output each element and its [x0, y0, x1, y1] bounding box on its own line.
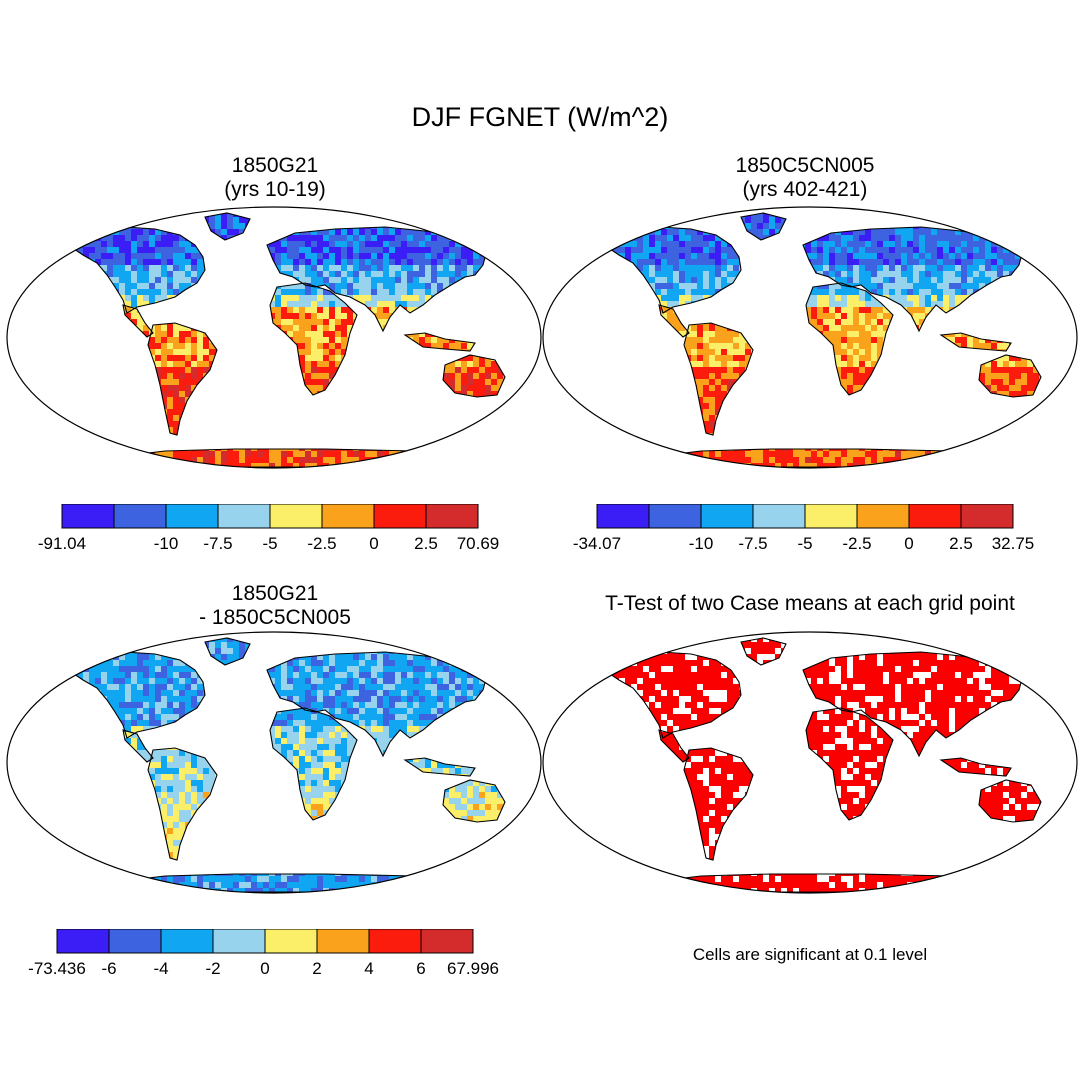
coastline-australia: [978, 354, 1042, 398]
colorbar-box: [960, 504, 1014, 529]
coastline-south-america: [683, 747, 754, 861]
panel1-map: [6, 206, 542, 469]
colorbar-label: 67.996: [447, 959, 499, 978]
colorbar-box: [368, 929, 422, 954]
colorbar-label: -4: [153, 959, 168, 978]
coastline-australia: [442, 779, 506, 823]
panel2-title-line1: 1850C5CN005: [735, 154, 875, 177]
colorbar-box: [212, 929, 266, 954]
coastline-indonesia: [403, 332, 476, 352]
colorbar-box: [316, 929, 370, 954]
colorbar-label: -10: [689, 534, 714, 553]
coastline-africa: [269, 707, 358, 821]
colorbar-label: -91.04: [38, 534, 86, 553]
panel2-map: [542, 206, 1078, 469]
colorbar-label: 4: [364, 959, 373, 978]
panel4-map: [542, 631, 1078, 894]
colorbar-label: 0: [904, 534, 913, 553]
colorbar-label: 6: [416, 959, 425, 978]
colorbar-label: 0: [369, 534, 378, 553]
colorbar-box: [108, 929, 162, 954]
map-border: [6, 206, 542, 469]
colorbar-label: 0: [260, 959, 269, 978]
colorbar-label: -10: [154, 534, 179, 553]
colorbar-box: [648, 504, 702, 529]
panel1-title-line1: 1850G21: [231, 154, 319, 177]
panel3-title-line2: - 1850C5CN005: [199, 606, 351, 629]
colorbar-label: -2.5: [842, 534, 871, 553]
colorbar-box: [804, 504, 858, 529]
panel3-map: [6, 631, 542, 894]
colorbar-box: [264, 929, 318, 954]
colorbar-box: [700, 504, 754, 529]
coastline-south-america: [147, 322, 218, 436]
colorbar-box: [160, 929, 214, 954]
colorbar-box: [908, 504, 962, 529]
colorbar-box: [752, 504, 806, 529]
colorbar-box: [321, 504, 375, 529]
colorbar-label: 2: [312, 959, 321, 978]
coastline-north-america: [63, 651, 206, 739]
coastline-greenland: [204, 212, 251, 241]
map-border: [542, 631, 1078, 894]
panel2-title: 1850C5CN005 (yrs 402-421): [690, 154, 920, 202]
colorbar-label: -2: [205, 959, 220, 978]
colorbar-box: [425, 504, 479, 529]
coastline-africa: [805, 282, 894, 396]
panel3-title: 1850G21 - 1850C5CN005: [150, 582, 400, 630]
colorbar-box: [856, 504, 910, 529]
panel2-title-line2: (yrs 402-421): [742, 178, 868, 201]
colorbar-box: [113, 504, 167, 529]
colorbar-label: -7.5: [738, 534, 767, 553]
coastline-australia: [442, 354, 506, 398]
coastline-north-america: [599, 226, 742, 314]
coastline-north-america: [599, 651, 742, 739]
colorbar-box: [596, 504, 650, 529]
figure-title: DJF FGNET (W/m^2): [411, 102, 669, 132]
coastline-greenland: [204, 637, 251, 666]
coastline-north-america: [63, 226, 206, 314]
colorbar-box: [269, 504, 323, 529]
colorbar-label: -6: [101, 959, 116, 978]
colorbar-label: 32.75: [992, 534, 1035, 553]
panel3-title-line1: 1850G21: [231, 582, 319, 605]
colorbar-box: [217, 504, 271, 529]
coastline-south-america: [147, 747, 218, 861]
colorbar-label: -7.5: [203, 534, 232, 553]
colorbar-label: -34.07: [573, 534, 621, 553]
significance-note: Cells are significant at 0.1 level: [692, 945, 928, 964]
colorbar-label: 70.69: [457, 534, 500, 553]
panel4-title-line1: T-Test of two Case means at each grid po…: [605, 592, 1015, 615]
panel1-colorbar: -91.04 -10 -7.5 -5 -2.5 0 2.5 70.69: [38, 504, 500, 553]
colorbar-label: -73.436: [28, 959, 86, 978]
colorbar-label: 2.5: [949, 534, 973, 553]
coastline-indonesia: [403, 757, 476, 777]
colorbar-label: -5: [262, 534, 277, 553]
colorbar-box: [56, 929, 110, 954]
map-border: [6, 631, 542, 894]
coastline-south-america: [683, 322, 754, 436]
panel1-title: 1850G21 (yrs 10-19): [175, 154, 375, 202]
panel3-colorbar: -73.436 -6 -4 -2 0 2 4 6 67.996: [28, 929, 499, 978]
coastline-indonesia: [939, 332, 1012, 352]
colorbar-box: [61, 504, 115, 529]
colorbar-label: -2.5: [307, 534, 336, 553]
panel1-title-line2: (yrs 10-19): [224, 178, 326, 201]
panel4-title: T-Test of two Case means at each grid po…: [540, 592, 1080, 616]
coastline-africa: [805, 707, 894, 821]
coastline-australia: [978, 779, 1042, 823]
colorbar-label: -5: [797, 534, 812, 553]
coastline-greenland: [740, 637, 787, 666]
coastline-greenland: [740, 212, 787, 241]
map-border: [542, 206, 1078, 469]
colorbar-box: [420, 929, 474, 954]
colorbar-label: 2.5: [414, 534, 438, 553]
colorbar-box: [165, 504, 219, 529]
panel2-colorbar: -34.07 -10 -7.5 -5 -2.5 0 2.5 32.75: [573, 504, 1035, 553]
colorbar-box: [373, 504, 427, 529]
coastline-africa: [269, 282, 358, 396]
coastline-indonesia: [939, 757, 1012, 777]
